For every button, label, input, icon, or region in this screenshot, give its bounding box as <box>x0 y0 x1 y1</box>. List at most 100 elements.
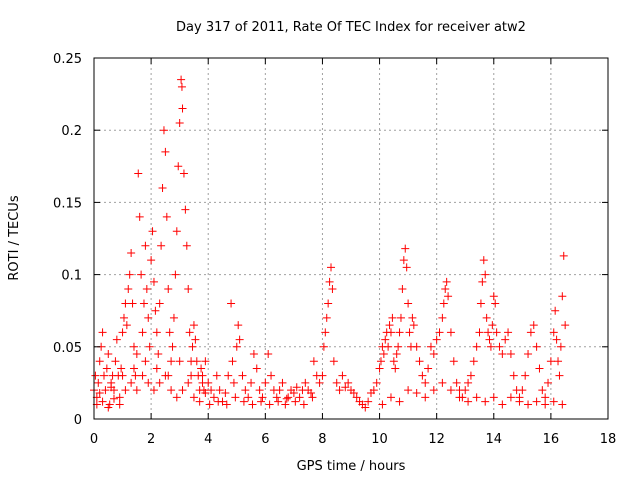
data-points <box>90 75 570 412</box>
data-point <box>506 350 515 359</box>
data-point <box>308 393 317 402</box>
data-point <box>344 378 353 387</box>
y-tick-label: 0 <box>74 413 82 428</box>
data-point <box>352 393 361 402</box>
y-tick-label: 0.25 <box>53 52 82 67</box>
data-point <box>307 389 316 398</box>
data-point <box>91 371 100 380</box>
data-point <box>472 393 481 402</box>
data-point <box>175 118 184 127</box>
data-point <box>329 357 338 366</box>
plot-frame <box>93 57 609 420</box>
data-point <box>481 397 490 406</box>
data-point <box>389 357 398 366</box>
data-point <box>475 328 484 337</box>
axis-ticks <box>93 57 609 420</box>
data-point <box>482 313 491 322</box>
data-point <box>421 393 430 402</box>
data-point <box>264 350 273 359</box>
data-point <box>455 393 464 402</box>
data-point <box>518 386 527 395</box>
data-point <box>561 321 570 330</box>
data-point <box>192 357 201 366</box>
data-point <box>171 270 180 279</box>
data-point <box>364 397 373 406</box>
data-point <box>556 342 565 351</box>
data-point <box>131 371 140 380</box>
data-point <box>295 393 304 402</box>
data-point <box>232 342 241 351</box>
data-point <box>492 328 501 337</box>
data-point <box>141 241 150 250</box>
data-point <box>386 393 395 402</box>
data-point <box>144 378 153 387</box>
x-tick-label: 12 <box>428 432 445 447</box>
data-point <box>214 397 223 406</box>
data-point <box>115 400 124 409</box>
data-point <box>384 342 393 351</box>
x-tick-label: 4 <box>204 432 212 447</box>
data-point <box>412 342 421 351</box>
data-point <box>261 378 270 387</box>
data-point <box>485 335 494 344</box>
data-point <box>201 357 210 366</box>
data-point <box>327 263 336 272</box>
data-point <box>168 342 177 351</box>
data-point <box>424 364 433 373</box>
data-point <box>318 371 327 380</box>
data-point <box>524 350 533 359</box>
data-point <box>328 285 337 294</box>
data-point <box>415 357 424 366</box>
data-point <box>466 371 475 380</box>
data-point <box>98 328 107 337</box>
data-point <box>172 393 181 402</box>
data-point <box>201 389 210 398</box>
data-point <box>162 212 171 221</box>
data-point <box>498 350 507 359</box>
data-point <box>229 378 238 387</box>
data-point <box>291 397 300 406</box>
data-point <box>205 400 214 409</box>
data-point <box>361 403 370 412</box>
data-point <box>215 386 224 395</box>
data-point <box>195 397 204 406</box>
data-point <box>386 328 395 337</box>
data-point <box>99 371 108 380</box>
data-point <box>182 241 191 250</box>
data-point <box>142 285 151 294</box>
data-point <box>472 342 481 351</box>
data-point <box>149 386 158 395</box>
x-tick-label: 6 <box>261 432 269 447</box>
data-point <box>322 313 331 322</box>
data-point <box>412 389 421 398</box>
data-point <box>399 256 408 265</box>
data-point <box>388 313 397 322</box>
data-point <box>177 82 186 91</box>
data-point <box>127 378 136 387</box>
data-point <box>438 378 447 387</box>
y-tick-label: 0.2 <box>61 124 82 139</box>
data-point <box>289 389 298 398</box>
data-point <box>441 285 450 294</box>
data-point <box>272 393 281 402</box>
data-point <box>461 386 470 395</box>
data-point <box>378 400 387 409</box>
data-point <box>332 378 341 387</box>
data-point <box>526 328 535 337</box>
data-point <box>405 328 414 337</box>
y-tick-label: 0.1 <box>61 269 82 284</box>
data-point <box>107 383 116 392</box>
data-point <box>138 371 147 380</box>
data-point <box>265 400 274 409</box>
data-point <box>244 393 253 402</box>
data-point <box>224 371 233 380</box>
data-point <box>204 378 213 387</box>
data-point <box>222 400 231 409</box>
data-point <box>169 313 178 322</box>
data-point <box>535 364 544 373</box>
data-point <box>249 350 258 359</box>
data-point <box>372 378 381 387</box>
data-point <box>178 386 187 395</box>
data-point <box>125 270 134 279</box>
data-point <box>144 313 153 322</box>
